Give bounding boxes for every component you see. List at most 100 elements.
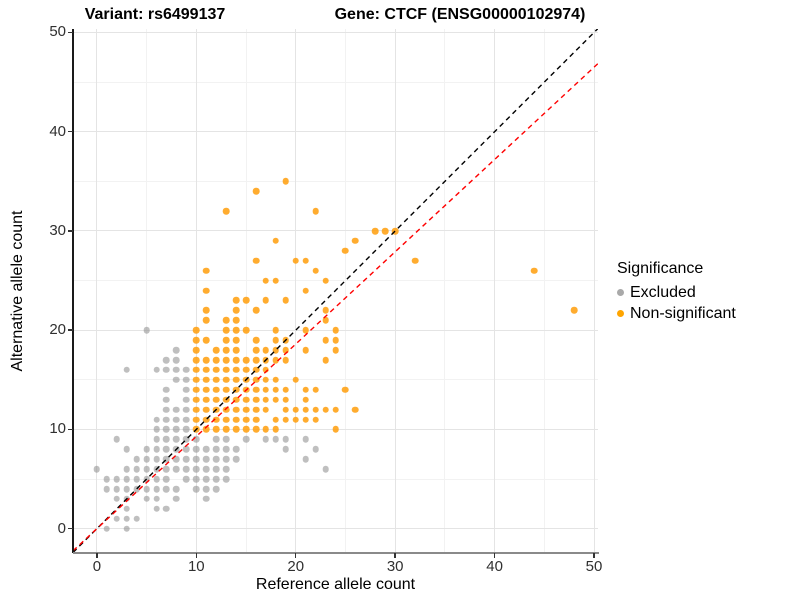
data-point-excluded (183, 396, 190, 403)
plot-panel (73, 29, 598, 552)
data-point-excluded (212, 475, 220, 483)
data-point-excluded (103, 485, 111, 493)
x-tick-label: 40 (486, 558, 503, 575)
data-point-excluded (153, 485, 160, 493)
data-point-excluded (192, 465, 200, 473)
data-point-nonsig (272, 376, 280, 384)
data-point-excluded (183, 366, 190, 374)
data-point-nonsig (322, 316, 329, 324)
data-point-nonsig (192, 386, 200, 394)
h-gridline (73, 528, 598, 530)
x-tick-label: 0 (92, 558, 102, 575)
data-point-excluded (183, 455, 190, 463)
data-point-nonsig (252, 356, 260, 364)
v-gridline-minor (245, 29, 247, 552)
data-point-nonsig (302, 386, 309, 394)
data-point-nonsig (242, 396, 250, 403)
data-point-nonsig (302, 287, 309, 294)
data-point-excluded (163, 396, 170, 403)
data-point-excluded (103, 525, 111, 532)
data-point-excluded (153, 475, 160, 483)
data-point-nonsig (252, 346, 260, 354)
data-point-excluded (202, 465, 210, 473)
data-point-excluded (222, 475, 230, 483)
data-point-nonsig (282, 336, 290, 344)
y-tick-mark (68, 428, 73, 431)
data-point-nonsig (222, 356, 230, 364)
data-point-nonsig (192, 366, 200, 374)
legend: Significance Excluded Non-significant (617, 260, 736, 324)
data-point-excluded (222, 455, 230, 463)
y-tick-mark (68, 329, 73, 331)
data-point-nonsig (242, 386, 250, 394)
data-point-excluded (202, 485, 210, 493)
data-point-excluded (183, 426, 190, 433)
data-point-nonsig (322, 277, 329, 284)
y-tick-mark (68, 230, 73, 232)
data-point-nonsig (262, 277, 270, 284)
data-point-excluded (153, 445, 160, 453)
data-point-nonsig (332, 346, 339, 354)
data-point-excluded (183, 416, 190, 423)
data-point-nonsig (272, 277, 280, 284)
y-tick-label: 50 (49, 23, 66, 41)
data-point-excluded (222, 445, 230, 453)
data-point-excluded (183, 386, 190, 394)
data-point-nonsig (272, 346, 280, 354)
data-point-nonsig (222, 406, 230, 413)
data-point-excluded (173, 455, 180, 463)
data-point-nonsig (252, 307, 260, 314)
data-point-nonsig (202, 316, 210, 324)
data-point-nonsig (192, 336, 200, 344)
gene-title: Gene: CTCF (ENSG00000102974) (334, 6, 586, 23)
data-point-excluded (143, 455, 150, 463)
data-point-nonsig (202, 376, 210, 384)
y-tick-label: 40 (49, 122, 66, 140)
data-point-nonsig (292, 406, 300, 413)
data-point-nonsig (232, 326, 240, 334)
data-point-nonsig (332, 336, 339, 344)
data-point-nonsig (212, 386, 220, 394)
data-point-nonsig (212, 416, 220, 423)
data-point-nonsig (391, 227, 399, 235)
data-point-excluded (163, 356, 170, 364)
data-point-nonsig (302, 257, 309, 265)
data-point-excluded (173, 346, 180, 354)
data-point-nonsig (202, 336, 210, 344)
x-axis-title: Reference allele count (255, 576, 416, 593)
data-point-nonsig (252, 406, 260, 413)
data-point-nonsig (262, 376, 270, 384)
data-point-nonsig (202, 416, 210, 423)
data-point-nonsig (232, 346, 240, 354)
data-point-excluded (163, 386, 170, 394)
data-point-nonsig (222, 326, 230, 334)
legend-item-excluded: Excluded (617, 282, 736, 303)
data-point-nonsig (531, 267, 538, 274)
data-point-excluded (163, 416, 170, 423)
data-point-nonsig (272, 237, 280, 245)
data-point-excluded (173, 376, 180, 384)
data-point-nonsig (242, 366, 250, 374)
y-tick-mark (68, 130, 73, 133)
data-point-excluded (202, 475, 210, 483)
data-point-excluded (183, 376, 190, 384)
data-point-nonsig (202, 287, 210, 294)
data-point-nonsig (272, 326, 280, 334)
data-point-nonsig (292, 257, 300, 265)
data-point-excluded (173, 356, 180, 364)
y-tick-label: 20 (49, 321, 66, 339)
data-point-excluded (183, 475, 190, 483)
data-point-nonsig (242, 297, 250, 304)
data-point-nonsig (192, 326, 200, 334)
x-tick-label: 10 (187, 558, 205, 575)
data-point-excluded (153, 366, 160, 374)
v-gridline-minor (146, 29, 148, 552)
data-point-nonsig (232, 386, 240, 394)
data-point-nonsig (282, 406, 290, 413)
x-tick-mark (195, 553, 198, 558)
data-point-nonsig (252, 257, 260, 265)
data-point-excluded (133, 485, 140, 493)
data-point-excluded (153, 495, 160, 503)
data-point-excluded (282, 445, 290, 453)
data-point-excluded (163, 406, 170, 413)
